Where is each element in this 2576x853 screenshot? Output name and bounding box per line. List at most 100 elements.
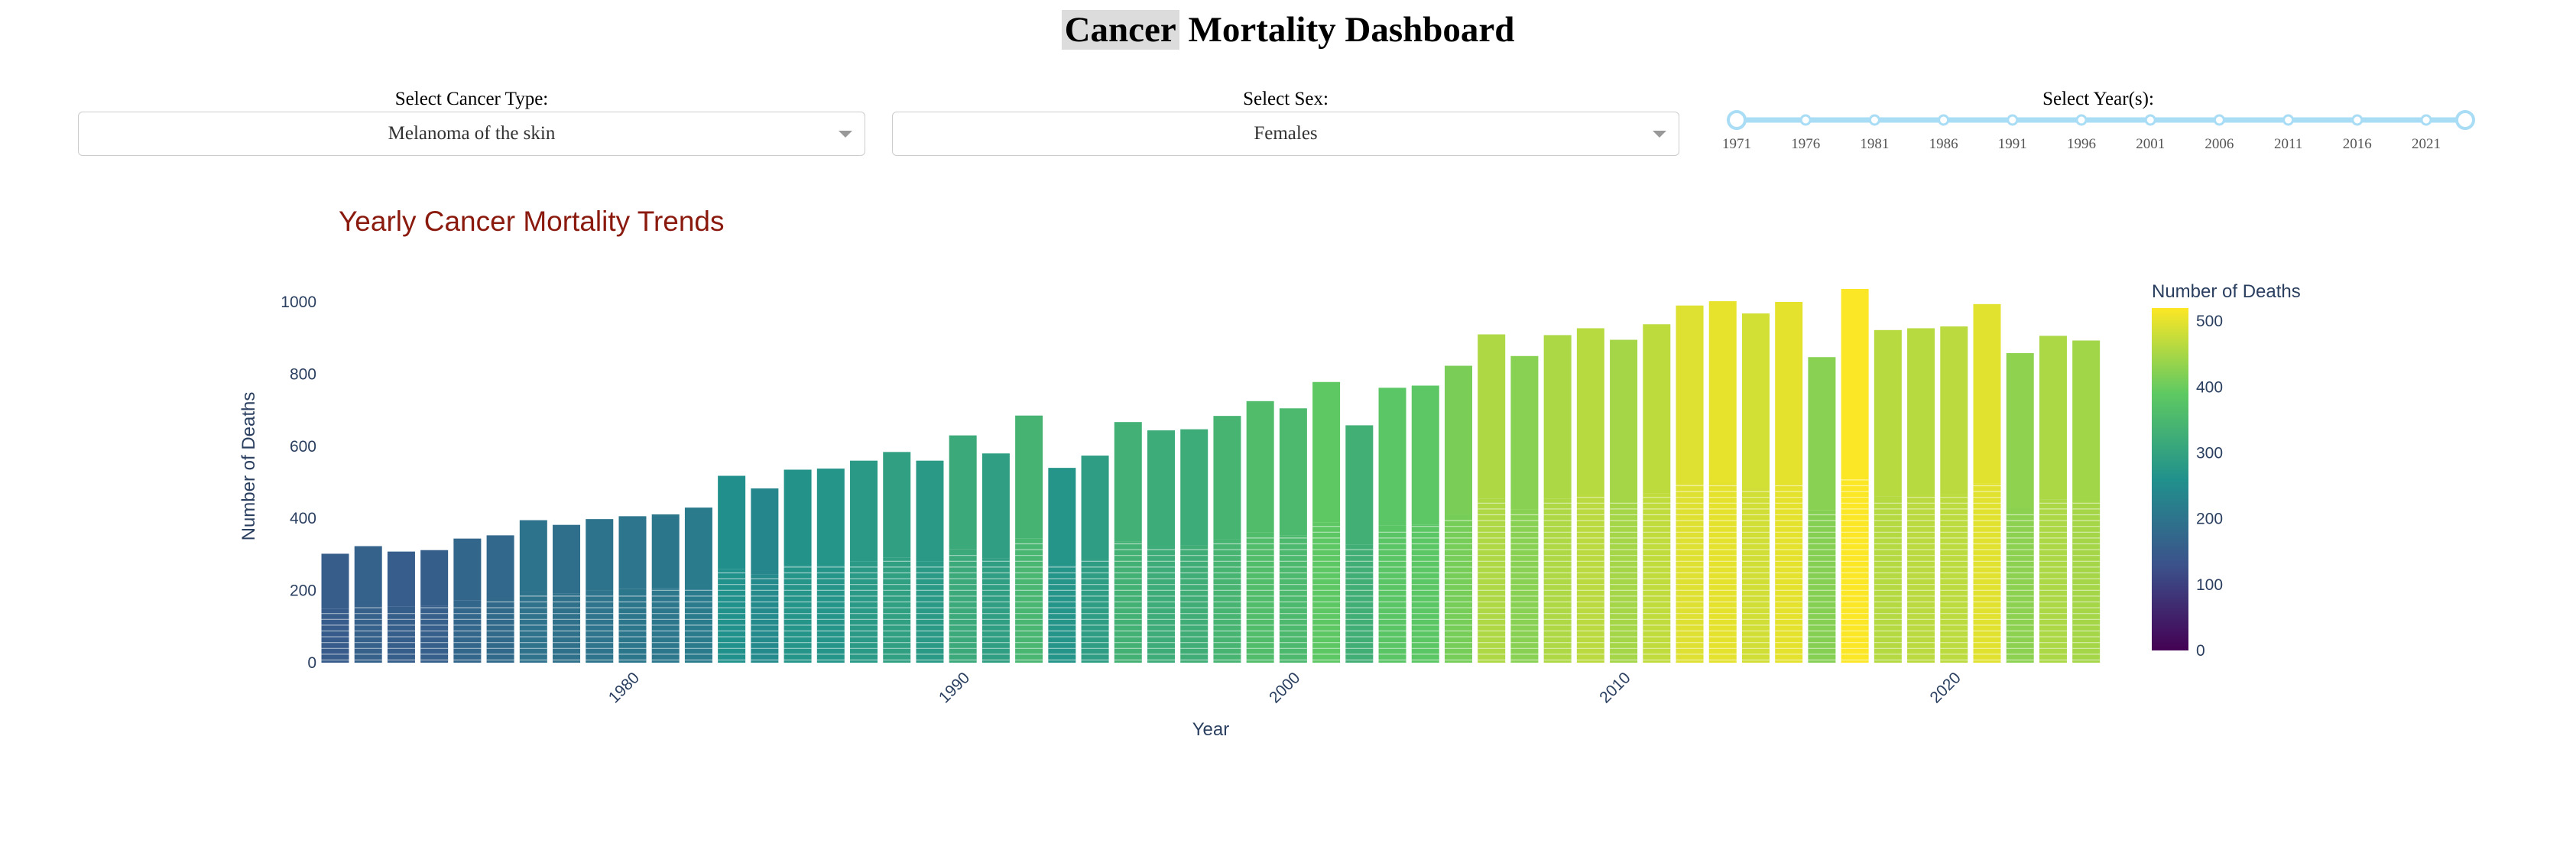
bar-segment [1213, 539, 1241, 663]
sex-label: Select Sex: [1243, 89, 1329, 109]
cancer-type-dropdown[interactable]: Melanoma of the skin [78, 112, 865, 156]
slider-tick-mark [2075, 114, 2088, 126]
bar-segment [1048, 468, 1076, 566]
bar-segment [684, 585, 712, 663]
bar-segment [684, 508, 712, 585]
bar-segment [1378, 525, 1406, 663]
x-axis-title: Year [1192, 719, 1230, 740]
bar-segment [2006, 353, 2034, 508]
bar-segment [1081, 456, 1109, 559]
x-tick-label: 2000 [1266, 669, 1303, 706]
bar-segment [553, 593, 581, 663]
bar-segment [1610, 339, 1638, 502]
bar-segment [850, 561, 878, 663]
colorbar-tick-label: 300 [2196, 445, 2223, 462]
bar-segment [321, 553, 349, 609]
slider-tick-label: 1991 [1998, 136, 2027, 152]
bar-segment [1180, 545, 1209, 663]
colorbar-tick-label: 0 [2196, 642, 2205, 660]
year-range-slider[interactable]: 1971 1976 1981 1986 1991 1996 2001 2006 2011 2016… [0, 0, 2576, 183]
bar-segment [1444, 514, 1472, 663]
bar-segment [519, 520, 547, 592]
slider-tick-label: 1976 [1791, 136, 1820, 152]
bar-segment [2039, 499, 2067, 663]
y-tick-label: 800 [290, 365, 316, 383]
colorbar-title: Number of Deaths [2152, 281, 2301, 302]
slider-tick-label: 1981 [1860, 136, 1889, 152]
y-axis-title: Number of Deaths [238, 392, 259, 541]
x-tick-label: 2010 [1596, 669, 1634, 706]
bar-segment [1478, 334, 1506, 499]
sex-dropdown[interactable]: Females [892, 112, 1679, 156]
chevron-down-icon [839, 131, 852, 138]
slider-handle-end[interactable] [2455, 110, 2475, 130]
bar-segment [1312, 522, 1341, 663]
y-tick-label: 400 [290, 510, 316, 527]
slider-tick-label: 2021 [2412, 136, 2441, 152]
slider-tick-mark [2144, 114, 2156, 126]
bar-segment [1345, 425, 1374, 545]
bar-segment [751, 574, 779, 663]
y-tick-label: 600 [290, 438, 316, 456]
bar-segment [420, 550, 449, 606]
bar-segment [1676, 305, 1704, 485]
bar-segment [1940, 326, 1968, 495]
bar-segment [784, 469, 812, 566]
y-tick-label: 1000 [281, 294, 316, 311]
bar-segment [1015, 415, 1043, 539]
bar-segment [2072, 340, 2101, 501]
slider-tick-label: 2006 [2205, 136, 2234, 152]
x-tick-label: 2020 [1927, 669, 1964, 706]
bar-segment [981, 453, 1010, 559]
colorbar-tick-label: 500 [2196, 313, 2223, 330]
page-title: Cancer Mortality Dashboard [0, 9, 2576, 50]
cancer-type-label: Select Cancer Type: [394, 89, 549, 109]
bar-segment [1246, 532, 1274, 663]
slider-tick-mark [2007, 114, 2019, 126]
bar-segment [1708, 301, 1737, 482]
y-tick-label: 200 [290, 582, 316, 600]
slider-tick-mark [1799, 114, 1812, 126]
bar-segment [453, 600, 482, 663]
bar-segment [1874, 329, 1902, 497]
bar-segment [387, 606, 415, 663]
colorbar-tick-label: 200 [2196, 511, 2223, 528]
slider-tick-mark [1938, 114, 1950, 126]
bar-segment [1411, 524, 1439, 663]
bar-segment [1841, 289, 1869, 476]
bar-segment [1114, 422, 1142, 542]
bar-segment [1312, 381, 1341, 523]
bar-segment [1147, 547, 1175, 663]
bar-segment [1378, 388, 1406, 526]
bar-segment [2072, 501, 2101, 663]
bar-segment [618, 516, 647, 589]
bar-segment [1345, 544, 1374, 663]
bar-segment [751, 488, 779, 575]
bar-segment [1643, 324, 1671, 494]
chevron-down-icon [1653, 131, 1666, 138]
bar-segment [1808, 510, 1836, 663]
bar-segment [1279, 535, 1307, 663]
bar-segment [1676, 484, 1704, 663]
slider-tick-mark [1868, 114, 1880, 126]
bar-segment [1015, 538, 1043, 663]
slider-tick-label: 1996 [2067, 136, 2096, 152]
bar-segment [1246, 401, 1274, 533]
bar-segment [1576, 328, 1604, 495]
bar-segment [651, 514, 680, 589]
bar-segment [1213, 416, 1241, 540]
bar-segment [2006, 508, 2034, 663]
bar-segment [883, 557, 911, 663]
sex-value: Females [1254, 123, 1318, 144]
slider-tick-label: 1986 [1929, 136, 1958, 152]
bar-segment [949, 435, 977, 550]
slider-tick-mark [2351, 114, 2363, 126]
bar-segment [949, 549, 977, 663]
bar-segment [850, 460, 878, 562]
bar-segment [1180, 429, 1209, 546]
slider-handle-start[interactable] [1727, 110, 1747, 130]
chart-title: Yearly Cancer Mortality Trends [339, 206, 725, 237]
bar-segment [1279, 408, 1307, 536]
bar-segment [1411, 385, 1439, 525]
bar-segment [1444, 365, 1472, 515]
